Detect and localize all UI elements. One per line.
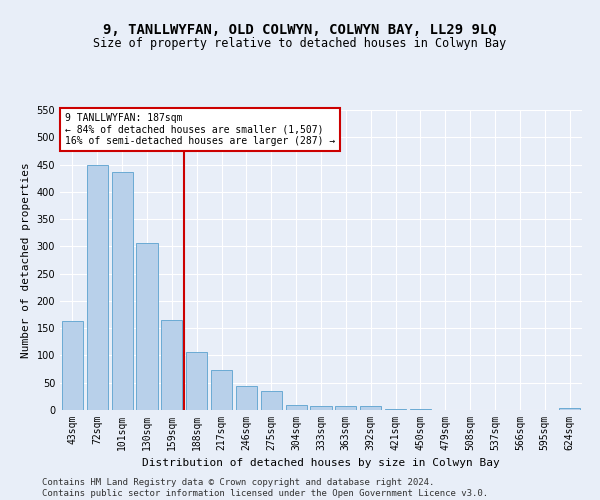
Bar — [136, 243, 158, 410]
Bar — [236, 386, 257, 410]
X-axis label: Distribution of detached houses by size in Colwyn Bay: Distribution of detached houses by size … — [142, 458, 500, 468]
Bar — [112, 172, 133, 410]
Y-axis label: Number of detached properties: Number of detached properties — [21, 162, 31, 358]
Bar — [87, 164, 108, 410]
Bar — [211, 370, 232, 410]
Bar — [286, 405, 307, 410]
Bar — [335, 406, 356, 410]
Bar — [559, 408, 580, 410]
Text: 9, TANLLWYFAN, OLD COLWYN, COLWYN BAY, LL29 9LQ: 9, TANLLWYFAN, OLD COLWYN, COLWYN BAY, L… — [103, 22, 497, 36]
Bar — [186, 352, 207, 410]
Text: Contains HM Land Registry data © Crown copyright and database right 2024.
Contai: Contains HM Land Registry data © Crown c… — [42, 478, 488, 498]
Text: Size of property relative to detached houses in Colwyn Bay: Size of property relative to detached ho… — [94, 38, 506, 51]
Bar — [360, 406, 381, 410]
Bar — [62, 321, 83, 410]
Bar — [161, 320, 182, 410]
Bar — [261, 392, 282, 410]
Bar — [310, 406, 332, 410]
Text: 9 TANLLWYFAN: 187sqm
← 84% of detached houses are smaller (1,507)
16% of semi-de: 9 TANLLWYFAN: 187sqm ← 84% of detached h… — [65, 113, 335, 146]
